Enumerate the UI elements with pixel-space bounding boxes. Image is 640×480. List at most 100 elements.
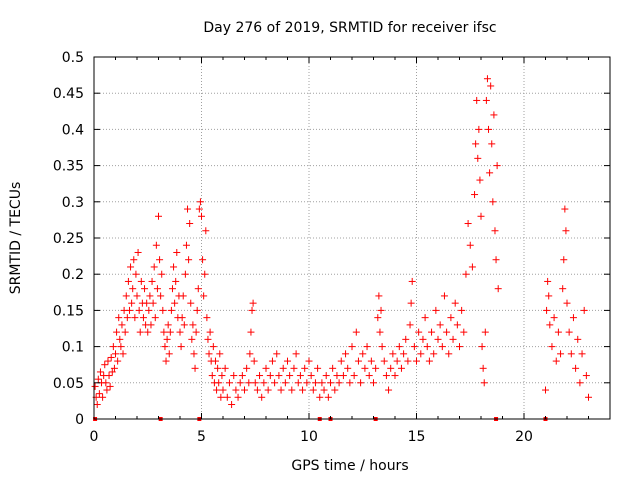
data-point [107,353,115,361]
data-point [118,321,126,329]
data-point [131,314,139,322]
data-point [271,379,279,387]
data-point [436,321,444,329]
data-point [176,328,184,336]
data-point [329,364,337,372]
data-point [335,379,343,387]
data-point [303,379,311,387]
data-point [466,241,474,249]
data-point [438,343,446,351]
data-point [188,335,196,343]
y-tick-label: 0.45 [53,86,84,102]
chart-title: Day 276 of 2019, SRMTID for receiver ifs… [203,20,496,36]
data-point [408,277,416,285]
data-point [284,357,291,365]
data-point [186,220,194,228]
data-point [155,212,162,220]
data-point [177,343,185,351]
data-point [132,270,140,278]
data-point [370,379,377,387]
data-point [121,328,129,336]
x-tick-label: 5 [197,429,206,445]
data-point [309,386,317,394]
data-point [294,379,302,387]
data-point [204,335,212,343]
data-point [472,140,480,148]
data-point [382,372,390,380]
data-point [432,306,440,314]
data-point [191,364,199,372]
data-point [103,386,111,394]
y-tick-label: 0.3 [62,195,84,211]
data-point [159,306,167,314]
y-tick-label: 0.5 [62,50,84,66]
data-point [458,306,466,314]
data-point [480,379,488,387]
data-point [249,299,257,307]
data-point [223,393,231,401]
data-point [116,335,124,343]
data-point [565,328,573,336]
y-tick-label: 0.05 [53,376,84,392]
data-point [361,364,369,372]
data-point [215,379,223,387]
data-point [246,350,254,358]
ticks-layer: 0 0.05 0.1 0.15 0.2 0.25 0.3 0.35 0.4 0.45 0.5 0 5 10… [53,50,610,445]
y-tick-label: 0.35 [53,159,84,175]
data-point [376,328,384,336]
data-point [129,285,137,293]
data-point [473,96,481,104]
data-point [219,386,227,394]
data-point [105,372,113,380]
data-point [569,314,577,322]
data-point [178,314,186,322]
data-point [389,350,397,358]
data-point [251,379,259,387]
data-point [296,372,304,380]
data-point [108,368,116,376]
data-point [333,372,341,380]
data-point [279,364,287,372]
data-point [145,306,153,314]
data-point [481,328,489,336]
data-point [206,328,214,336]
data-point [146,292,154,300]
data-point [141,285,149,293]
data-point [483,75,491,83]
data-point [567,350,575,358]
data-point [471,191,479,199]
data-point [258,393,266,401]
data-point [331,386,339,394]
data-point [542,386,549,394]
data-point [562,227,570,235]
data-point [234,393,242,401]
data-point [202,227,210,235]
data-point [213,386,221,394]
data-point [374,314,382,322]
grid-layer [94,57,610,419]
data-point [106,382,114,390]
data-point [232,386,240,394]
data-point [151,314,159,322]
data-point [301,364,309,372]
data-point [225,379,233,387]
data-point [247,328,255,336]
data-point [486,169,494,177]
data-point [196,198,204,206]
data-point [324,393,332,401]
data-point [217,393,225,401]
data-point [365,372,373,380]
data-point [419,335,427,343]
data-point [578,350,586,358]
data-point [363,343,371,351]
data-point [93,401,101,409]
data-point [127,263,135,271]
data-point [357,379,365,387]
data-point [372,364,380,372]
data-point [327,379,334,387]
data-point [137,277,145,285]
data-point [163,335,171,343]
data-point [464,220,472,228]
data-point [559,285,567,293]
